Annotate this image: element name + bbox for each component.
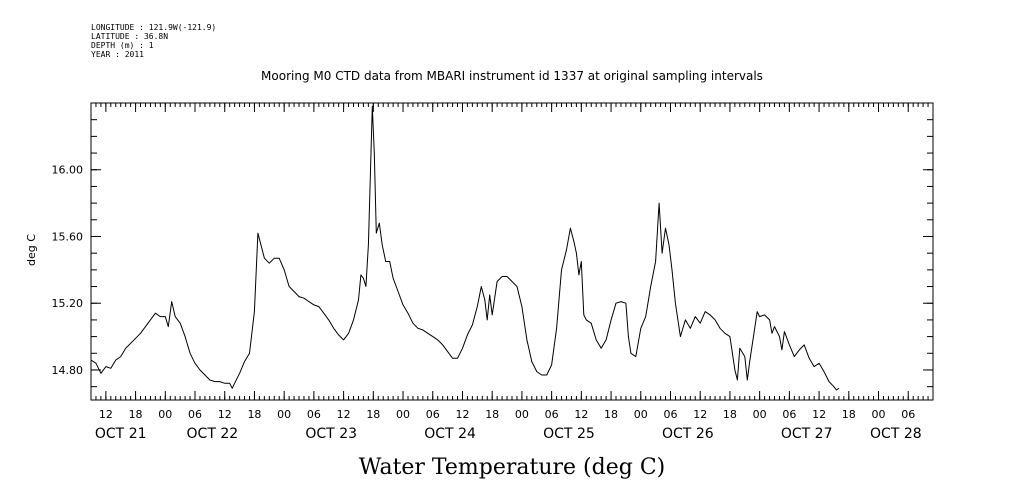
x-hour-label: 12 bbox=[337, 408, 351, 421]
x-hour-label: 18 bbox=[129, 408, 143, 421]
y-tick-label: 15.20 bbox=[52, 297, 84, 310]
x-hour-label: 12 bbox=[218, 408, 232, 421]
series-group bbox=[90, 105, 840, 391]
x-hour-label: 18 bbox=[842, 408, 856, 421]
x-hour-label: 18 bbox=[723, 408, 737, 421]
x-day-label: OCT 23 bbox=[305, 426, 357, 442]
y-tick-label: 14.80 bbox=[52, 364, 84, 377]
x-day-label: OCT 26 bbox=[662, 426, 714, 442]
x-hour-label: 18 bbox=[485, 408, 499, 421]
minor-tick-marks bbox=[90, 102, 934, 400]
x-hour-label: 06 bbox=[426, 408, 440, 421]
plot-frame bbox=[90, 102, 934, 401]
x-hour-label: 12 bbox=[812, 408, 826, 421]
x-hour-label: 00 bbox=[158, 408, 172, 421]
x-day-label: OCT 24 bbox=[424, 426, 476, 442]
x-hour-label: 06 bbox=[307, 408, 321, 421]
x-day-label: OCT 21 bbox=[95, 426, 147, 442]
y-tick-label: 16.00 bbox=[52, 164, 84, 177]
x-hour-label: 00 bbox=[396, 408, 410, 421]
x-day-label: OCT 22 bbox=[187, 426, 239, 442]
x-hour-label: 12 bbox=[574, 408, 588, 421]
latitude-label: LATITUDE : 36.8N bbox=[91, 32, 168, 41]
x-hour-label: 00 bbox=[634, 408, 648, 421]
x-hour-label: 06 bbox=[663, 408, 677, 421]
x-hour-label: 00 bbox=[872, 408, 886, 421]
x-hour-label: 00 bbox=[753, 408, 767, 421]
x-hour-label: 06 bbox=[901, 408, 915, 421]
y-axis-label: deg C bbox=[25, 234, 38, 266]
x-hour-label: 06 bbox=[545, 408, 559, 421]
x-hour-label: 00 bbox=[277, 408, 291, 421]
x-hour-label: 06 bbox=[188, 408, 202, 421]
x-day-label: OCT 28 bbox=[870, 426, 922, 442]
x-axis-label: Water Temperature (deg C) bbox=[359, 455, 666, 480]
x-hour-label: 18 bbox=[247, 408, 261, 421]
x-hour-label: 18 bbox=[366, 408, 380, 421]
temperature-series-line bbox=[90, 105, 840, 391]
x-hour-label: 06 bbox=[782, 408, 796, 421]
x-hour-label: 18 bbox=[604, 408, 618, 421]
chart-title: Mooring M0 CTD data from MBARI instrumen… bbox=[261, 69, 763, 83]
year-label: YEAR : 2011 bbox=[91, 50, 144, 59]
y-axis: 14.80 15.20 15.60 16.00 bbox=[52, 164, 933, 377]
y-tick-label: 15.60 bbox=[52, 230, 84, 243]
depth-label: DEPTH (m) : 1 bbox=[91, 41, 154, 50]
x-axis: 12 18 00 06 12 18 00 06 12 18 00 06 12 18 00 06 12 18 00 06… bbox=[95, 103, 922, 442]
x-hour-label: 00 bbox=[515, 408, 529, 421]
x-hour-label: 12 bbox=[455, 408, 469, 421]
longitude-label: LONGITUDE : 121.9W(-121.9) bbox=[91, 23, 216, 32]
x-day-label: OCT 25 bbox=[543, 426, 595, 442]
x-hour-label: 12 bbox=[693, 408, 707, 421]
x-day-label: OCT 27 bbox=[781, 426, 833, 442]
x-hour-label: 12 bbox=[99, 408, 113, 421]
